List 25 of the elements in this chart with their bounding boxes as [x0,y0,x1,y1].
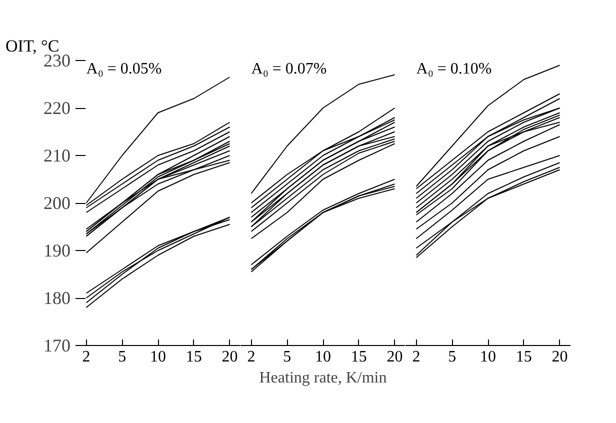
x-tick-label: 5 [448,348,456,366]
x-tick-label: 20 [222,348,238,366]
x-tick-label: 2 [82,348,90,366]
x-tick-label: 10 [480,348,496,366]
x-axis-title: Heating rate, K/min [259,370,387,386]
y-tick-label: 220 [44,98,70,118]
x-tick-label: 10 [315,348,331,366]
x-tick-label: 2 [247,348,256,366]
x-tick-label: 5 [283,348,292,366]
annotation: A₀ = 0.07% [251,60,327,78]
x-tick-label: 15 [186,348,202,366]
annotation: A₀ = 0.05% [86,60,162,78]
x-tick-label: 2 [412,348,420,366]
x-tick-label: 15 [516,348,532,366]
x-tick-label: 20 [552,348,568,366]
y-tick-label: 170 [44,336,70,356]
x-tick-label: 15 [350,348,367,366]
y-tick-label: 200 [44,193,70,213]
y-tick-label: 210 [44,146,70,166]
y-tick-label: 180 [44,288,70,308]
y-tick-label: 190 [44,240,70,260]
x-tick-label: 10 [150,348,166,366]
annotation: A₀ = 0.10% [416,60,492,78]
x-tick-label: 20 [386,348,403,366]
x-tick-label: 5 [118,348,126,366]
